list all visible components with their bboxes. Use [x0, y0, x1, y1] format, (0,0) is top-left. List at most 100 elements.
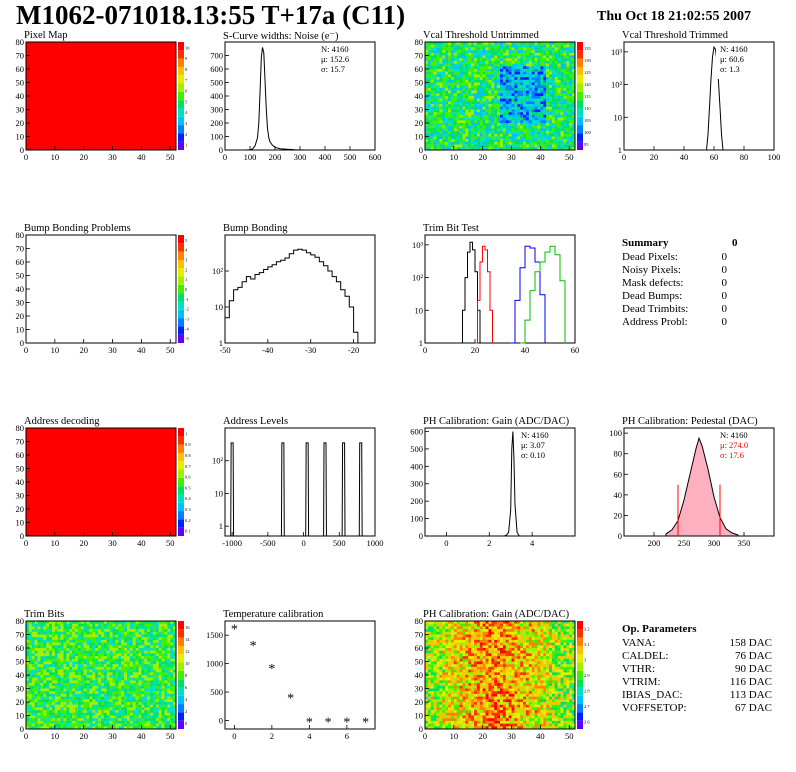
y-tick-label: 70: [16, 51, 25, 61]
x-tick-label: 0: [423, 152, 427, 162]
heatmap-cell: [497, 114, 501, 118]
heatmap-cell: [514, 139, 518, 143]
heatmap-cell: [474, 44, 478, 48]
heatmap-cell: [430, 710, 434, 713]
heatmap-cell: [132, 691, 136, 695]
heatmap-cell: [89, 669, 93, 673]
heatmap-cell: [427, 144, 431, 148]
heatmap-cell: [138, 723, 142, 727]
heatmap-cell: [497, 120, 501, 124]
heatmap-cell: [106, 642, 110, 646]
heatmap-cell: [479, 120, 483, 124]
heatmap-cell: [118, 710, 122, 713]
heatmap-cell: [442, 677, 446, 681]
heatmap-cell: [497, 144, 501, 148]
heatmap-cell: [491, 139, 495, 143]
heatmap-cell: [525, 120, 530, 124]
colorbar-label: 10: [185, 45, 190, 50]
heatmap-cell: [436, 93, 440, 97]
heatmap-cell: [485, 128, 489, 132]
heatmap-cell: [491, 114, 495, 118]
heatmap-cell: [453, 120, 457, 124]
heatmap-cell: [442, 58, 446, 62]
heatmap-cell: [37, 699, 41, 703]
colorbar-segment: [178, 318, 184, 327]
heatmap-cell: [115, 666, 119, 670]
heatmap-cell: [106, 650, 110, 654]
heatmap-cell: [430, 723, 434, 727]
heatmap-cell: [101, 688, 105, 692]
heatmap-cell: [430, 139, 434, 143]
heatmap-cell: [124, 653, 128, 657]
heatmap-cell: [572, 77, 576, 80]
heatmap-cell: [83, 707, 87, 711]
heatmap-cell: [51, 672, 56, 676]
heatmap-cell: [502, 90, 506, 94]
heatmap-cell: [514, 77, 518, 80]
heatmap-cell: [427, 128, 431, 132]
heatmap-cell: [173, 704, 177, 708]
heatmap-cell: [144, 623, 148, 627]
heatmap-cell: [502, 69, 506, 72]
heatmap-cell: [465, 82, 469, 86]
heatmap-cell: [459, 63, 463, 67]
heatmap-cell: [40, 696, 44, 700]
stats-line: N: 4160: [521, 430, 549, 440]
heatmap-cell: [540, 42, 544, 45]
heatmap-cell: [436, 85, 440, 89]
heatmap-cell: [427, 631, 431, 635]
heatmap-cell: [459, 136, 463, 140]
heatmap-cell: [572, 109, 576, 113]
heatmap-cell: [474, 60, 478, 64]
chart-svg: 0 10 20 30 40 5001020304050607080-5-4-3-2-101…: [16, 230, 190, 355]
heatmap-cell: [502, 71, 506, 75]
heatmap-cell: [46, 688, 50, 692]
heatmap-cell: [135, 621, 139, 624]
heatmap-cell: [442, 637, 446, 641]
heatmap-cell: [106, 699, 110, 703]
panel-title: Vcal Threshold Untrimmed: [423, 30, 539, 41]
y-tick-label: 40: [415, 91, 424, 101]
heatmap-cell: [442, 66, 446, 70]
heatmap-cell: [141, 718, 145, 722]
heatmap-cell: [129, 712, 133, 716]
heatmap-cell: [476, 55, 481, 59]
heatmap-cell: [485, 77, 489, 80]
heatmap-cell: [528, 85, 532, 89]
heatmap-cell: [528, 90, 532, 94]
heatmap-cell: [141, 664, 145, 668]
panel-summary: Summary 0 Dead Pixels: 0 Noisy Pixels: 0 Mas…: [606, 223, 791, 363]
temp-point: *: [362, 716, 369, 731]
heatmap-cell: [138, 707, 142, 711]
heatmap-cell: [164, 672, 168, 676]
heatmap-cell: [543, 63, 547, 67]
heatmap-cell: [54, 621, 58, 624]
heatmap-cell: [494, 74, 498, 78]
heatmap-cell: [167, 626, 171, 630]
heatmap-cell: [132, 683, 136, 686]
heatmap-cell: [72, 691, 76, 695]
heatmap-cell: [425, 661, 429, 665]
heatmap-cell: [425, 726, 429, 730]
heatmap-cell: [40, 702, 44, 705]
heatmap-cell: [164, 685, 168, 689]
heatmap-cell: [514, 58, 518, 62]
heatmap-cell: [488, 63, 492, 67]
heatmap-cell: [433, 650, 437, 654]
heatmap-cell: [63, 683, 67, 686]
heatmap-cell: [98, 623, 102, 627]
heatmap-cell: [442, 661, 446, 665]
heatmap-cell: [427, 634, 431, 638]
heatmap-cell: [476, 106, 481, 110]
heatmap-cell: [508, 96, 512, 99]
x-tick-label: 2: [270, 731, 274, 741]
heatmap-cell: [554, 82, 558, 86]
heatmap-cell: [442, 101, 446, 105]
heatmap-cell: [141, 642, 145, 646]
heatmap-cell: [433, 141, 437, 145]
heatmap-cell: [132, 699, 136, 703]
heatmap-cell: [554, 131, 558, 134]
heatmap-cell: [49, 637, 53, 641]
heatmap-cell: [436, 710, 440, 713]
heatmap-cell: [482, 133, 486, 137]
